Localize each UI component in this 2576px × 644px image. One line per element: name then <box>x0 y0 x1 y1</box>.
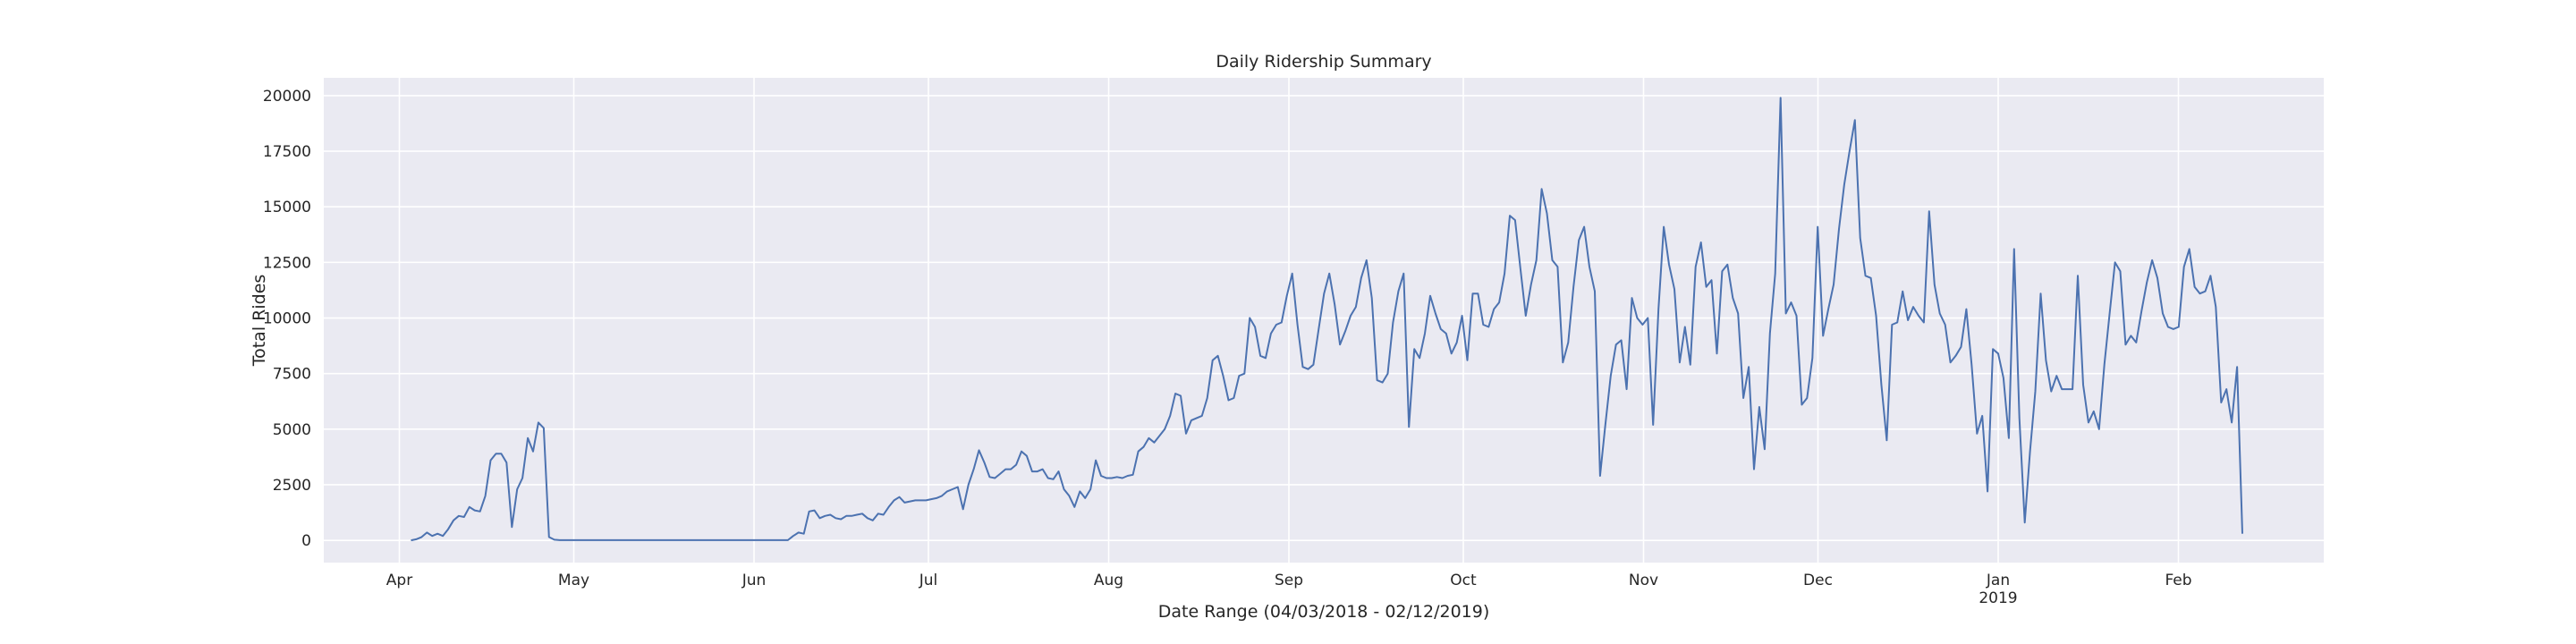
y-tick-label: 2500 <box>273 477 311 495</box>
plot-background <box>324 78 2324 563</box>
y-tick-label: 0 <box>301 532 311 550</box>
y-tick-label: 5000 <box>273 421 311 439</box>
grid-lines <box>324 78 2324 563</box>
chart-title: Daily Ridership Summary <box>1216 52 1431 72</box>
x-tick-label: Nov <box>1629 572 1658 589</box>
x-tick-label: Jan <box>1986 572 2010 589</box>
series-line <box>411 97 2243 542</box>
y-tick-label: 15000 <box>263 199 311 216</box>
x-tick-label: Dec <box>1803 572 1833 589</box>
y-tick-label: 17500 <box>263 143 311 161</box>
y-tick-labels: 0 2500 5000 7500 10000 12500 15000 17500 20000 <box>263 88 311 550</box>
x-tick-label: Aug <box>1094 572 1123 589</box>
y-tick-label: 10000 <box>263 310 311 328</box>
x-axis-label: Date Range (04/03/2018 - 02/12/2019) <box>1158 602 1490 622</box>
x-tick-label: Oct <box>1450 572 1477 589</box>
y-tick-label: 20000 <box>263 88 311 106</box>
y-tick-label: 12500 <box>263 254 311 272</box>
x-tick-label: Jul <box>919 572 938 589</box>
x-tick-sublabel: 2019 <box>1979 589 2017 607</box>
y-tick-label: 7500 <box>273 366 311 384</box>
x-tick-label: Jun <box>741 572 767 589</box>
x-tick-label: Feb <box>2165 572 2191 589</box>
y-axis-label: Total Rides <box>250 275 269 368</box>
x-tick-label: Sep <box>1275 572 1303 589</box>
x-tick-label: Apr <box>386 572 412 589</box>
x-tick-label: May <box>558 572 589 589</box>
